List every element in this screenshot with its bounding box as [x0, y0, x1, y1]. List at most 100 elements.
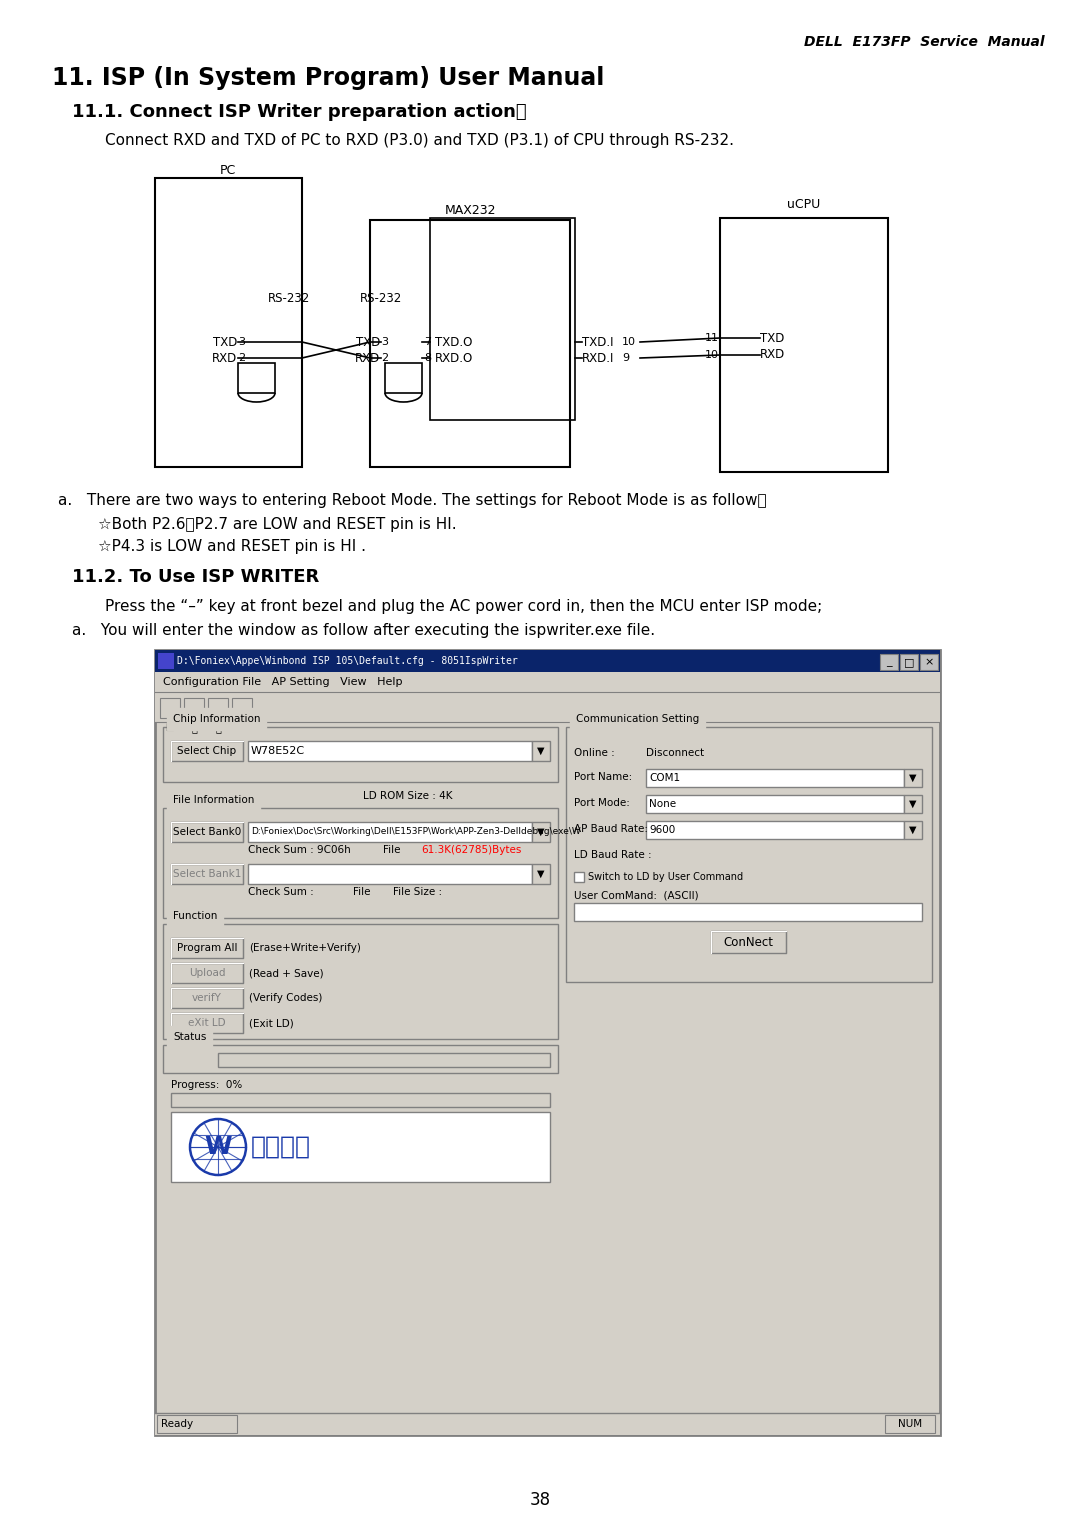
Text: (Read + Save): (Read + Save)	[249, 969, 324, 978]
Text: _: _	[887, 657, 892, 668]
Text: D:\Foniex\Doc\Src\Working\Dell\E153FP\Work\APP-Zen3-Delldebug\exe\W: D:\Foniex\Doc\Src\Working\Dell\E153FP\Wo…	[251, 828, 581, 836]
Bar	[532, 863, 550, 885]
Text: ☆Both P2.6、P2.7 are LOW and RESET pin is HI.: ☆Both P2.6、P2.7 are LOW and RESET pin is…	[98, 518, 457, 532]
Text: 8: 8	[424, 353, 431, 364]
Text: RS-232: RS-232	[268, 292, 310, 304]
Bar	[156, 177, 302, 468]
Bar	[248, 822, 532, 842]
Text: ☆P4.3 is LOW and RESET pin is HI .: ☆P4.3 is LOW and RESET pin is HI .	[98, 539, 366, 555]
Bar	[248, 741, 532, 761]
Text: 11.2. To Use ISP WRITER: 11.2. To Use ISP WRITER	[72, 568, 320, 587]
Bar	[184, 698, 204, 718]
Text: ConNect: ConNect	[724, 935, 773, 949]
Bar	[218, 1053, 550, 1067]
Text: AP Baud Rate:: AP Baud Rate:	[573, 824, 648, 834]
Text: RXD: RXD	[212, 351, 237, 365]
Bar	[532, 741, 550, 761]
Bar	[156, 1413, 940, 1435]
Bar	[920, 654, 939, 669]
Bar	[646, 769, 904, 787]
Bar	[158, 652, 174, 669]
Text: Function: Function	[173, 911, 217, 921]
Text: Communication Setting: Communication Setting	[576, 714, 699, 724]
Bar	[163, 1045, 558, 1073]
Text: Status: Status	[173, 1031, 206, 1042]
Bar	[904, 795, 922, 813]
Text: 9: 9	[622, 353, 630, 364]
Text: Program All: Program All	[177, 943, 238, 953]
Text: AP ROM Size : 4K: AP ROM Size : 4K	[171, 792, 260, 801]
Text: 11.1. Connect ISP Writer preparation action：: 11.1. Connect ISP Writer preparation act…	[72, 102, 527, 121]
Text: Select Bank0: Select Bank0	[173, 827, 241, 837]
Text: File Information: File Information	[173, 795, 255, 805]
Text: (Erase+Write+Verify): (Erase+Write+Verify)	[249, 943, 361, 953]
Bar	[171, 1013, 243, 1033]
Text: MAX232: MAX232	[444, 203, 496, 217]
Text: NUM: NUM	[897, 1420, 922, 1429]
Bar	[163, 924, 558, 1039]
Text: ×: ×	[924, 657, 934, 668]
Text: a.   There are two ways to entering Reboot Mode. The settings for Reboot Mode is: a. There are two ways to entering Reboot…	[58, 492, 767, 507]
Bar	[430, 219, 575, 420]
Bar	[163, 727, 558, 782]
Text: ?: ?	[240, 723, 244, 733]
Bar	[171, 1093, 550, 1106]
Text: TXD: TXD	[213, 336, 237, 348]
Text: ▼: ▼	[909, 773, 917, 782]
Text: RXD: RXD	[760, 348, 785, 362]
Bar	[171, 989, 243, 1008]
Bar	[157, 1415, 237, 1433]
Bar	[566, 727, 932, 983]
Text: □: □	[904, 657, 915, 668]
Bar	[156, 692, 940, 723]
Text: File: File	[383, 845, 401, 856]
Bar	[573, 903, 922, 921]
Text: ▼: ▼	[909, 825, 917, 834]
Bar	[160, 698, 180, 718]
Text: RXD.I: RXD.I	[582, 351, 615, 365]
Text: Ready: Ready	[161, 1420, 193, 1429]
Bar	[248, 863, 532, 885]
Text: 11. ISP (In System Program) User Manual: 11. ISP (In System Program) User Manual	[52, 66, 605, 90]
Bar	[171, 822, 243, 842]
Text: 10: 10	[622, 338, 636, 347]
Text: Switch to LD by User Command: Switch to LD by User Command	[588, 872, 743, 882]
Text: W78E52C: W78E52C	[251, 746, 306, 756]
Bar	[208, 698, 228, 718]
Text: ▼: ▼	[537, 746, 544, 756]
Text: Progress:  0%: Progress: 0%	[171, 1080, 242, 1089]
Text: LD Baud Rate :: LD Baud Rate :	[573, 850, 651, 860]
Text: RXD.O: RXD.O	[435, 351, 473, 365]
Text: TXD.O: TXD.O	[435, 336, 472, 348]
Text: 61.3K(62785)Bytes: 61.3K(62785)Bytes	[421, 845, 522, 856]
Text: uCPU: uCPU	[787, 199, 821, 211]
Text: Port Name:: Port Name:	[573, 772, 632, 782]
Text: 3: 3	[381, 338, 388, 347]
Text: 7: 7	[424, 338, 431, 347]
Text: Press the “–” key at front bezel and plug the AC power cord in, then the MCU ent: Press the “–” key at front bezel and plu…	[105, 599, 822, 614]
Text: RXD: RXD	[354, 351, 380, 365]
Text: 華邦電子: 華邦電子	[251, 1135, 311, 1160]
Bar	[171, 863, 243, 885]
Bar	[532, 822, 550, 842]
Bar	[171, 741, 243, 761]
Text: W: W	[204, 1135, 232, 1160]
Text: 💾: 💾	[215, 723, 221, 733]
Text: TXD: TXD	[355, 336, 380, 348]
Bar	[171, 963, 243, 983]
Bar	[646, 821, 904, 839]
Text: 10: 10	[705, 350, 719, 361]
Text: TXD: TXD	[760, 332, 784, 344]
Bar	[720, 219, 888, 472]
Text: Configuration File   AP Setting   View   Help: Configuration File AP Setting View Help	[163, 677, 403, 688]
Text: COM1: COM1	[649, 773, 680, 782]
Text: TXD.I: TXD.I	[582, 336, 613, 348]
Text: Select Chip: Select Chip	[177, 746, 237, 756]
Text: 38: 38	[529, 1491, 551, 1510]
Text: DELL  E173FP  Service  Manual: DELL E173FP Service Manual	[805, 35, 1045, 49]
Text: 2: 2	[238, 353, 245, 364]
Bar	[885, 1415, 935, 1433]
Bar	[573, 872, 584, 882]
Bar	[711, 931, 786, 953]
Text: Disconnect: Disconnect	[646, 749, 704, 758]
